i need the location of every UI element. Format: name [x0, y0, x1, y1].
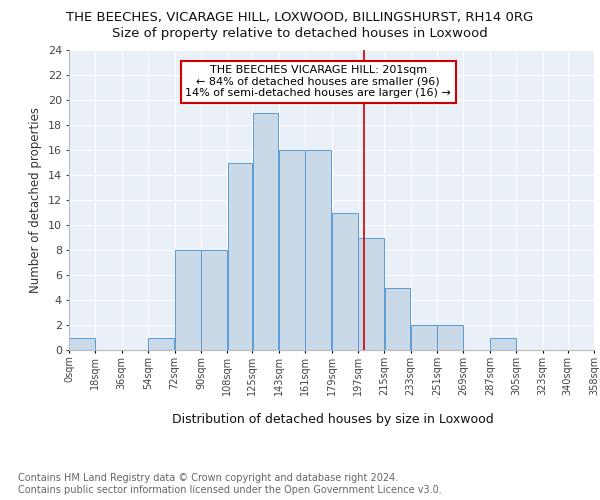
Bar	[411, 325, 437, 350]
Bar	[490, 338, 516, 350]
Bar	[175, 250, 201, 350]
Text: Distribution of detached houses by size in Loxwood: Distribution of detached houses by size …	[172, 412, 494, 426]
Bar	[305, 150, 331, 350]
Text: Contains HM Land Registry data © Crown copyright and database right 2024.
Contai: Contains HM Land Registry data © Crown c…	[18, 474, 442, 495]
Bar	[332, 212, 358, 350]
Text: THE BEECHES, VICARAGE HILL, LOXWOOD, BILLINGSHURST, RH14 0RG: THE BEECHES, VICARAGE HILL, LOXWOOD, BIL…	[67, 11, 533, 24]
Bar	[253, 112, 278, 350]
Bar	[227, 162, 252, 350]
Bar	[279, 150, 305, 350]
Text: THE BEECHES VICARAGE HILL: 201sqm
← 84% of detached houses are smaller (96)
14% : THE BEECHES VICARAGE HILL: 201sqm ← 84% …	[185, 65, 451, 98]
Bar	[437, 325, 463, 350]
Bar	[69, 338, 95, 350]
Y-axis label: Number of detached properties: Number of detached properties	[29, 107, 42, 293]
Bar	[358, 238, 384, 350]
Bar	[385, 288, 410, 350]
Text: Size of property relative to detached houses in Loxwood: Size of property relative to detached ho…	[112, 28, 488, 40]
Bar	[148, 338, 175, 350]
Bar	[201, 250, 227, 350]
